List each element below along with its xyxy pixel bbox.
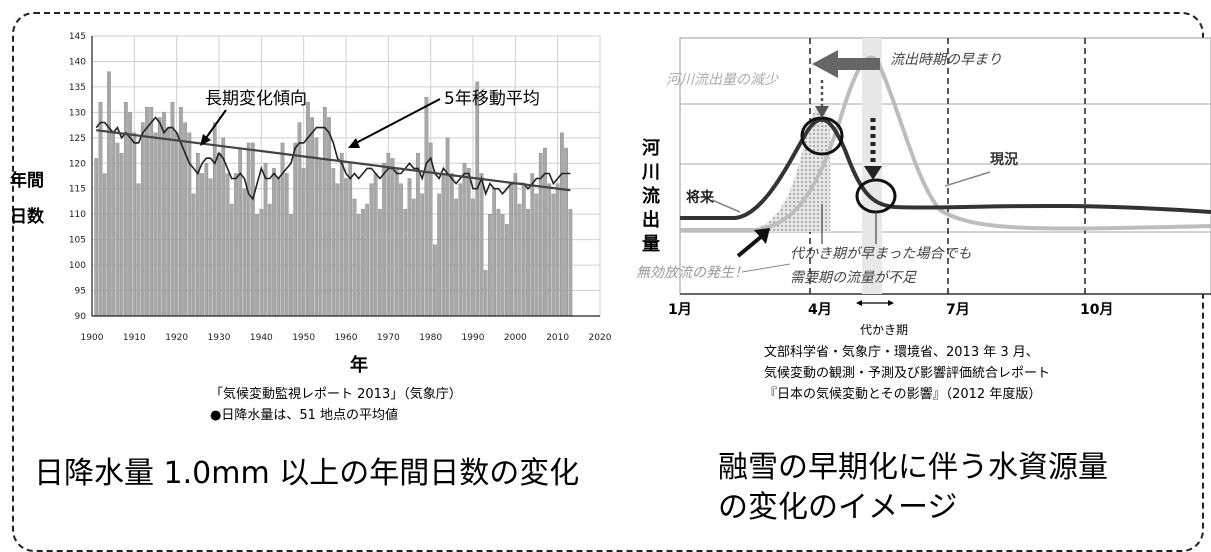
y-axis-label-line1: 年間: [10, 171, 44, 191]
earlier-runoff-arrow: [812, 50, 880, 78]
y-tick-label: 90: [75, 312, 87, 322]
runoff-y-label-char: 量: [642, 233, 660, 255]
x-tick-label: 1950: [292, 333, 315, 343]
runoff-y-label-char: 河: [642, 138, 660, 159]
runoff-plot-area: [679, 37, 1211, 295]
y-tick-label: 100: [69, 261, 86, 271]
runoff-y-label-char: 川: [641, 162, 660, 183]
x-tick-label: 2000: [504, 333, 527, 343]
early-puddling-annotation-2: 需要期の流量が不足: [790, 270, 917, 286]
right-source-line-3: 『日本の気候変動とその影響』（2012 年度版）: [764, 387, 1042, 402]
month-tick-label: 7月: [946, 302, 970, 318]
y-tick-label: 105: [69, 236, 86, 246]
y-tick-label: 140: [69, 57, 86, 67]
y-tick-label: 135: [69, 83, 86, 93]
y-tick-label: 110: [69, 210, 86, 220]
y-tick-label: 95: [75, 287, 86, 297]
flow-decrease-arrow: [864, 166, 882, 180]
x-tick-label: 1940: [250, 333, 273, 343]
puddling-period-label: 代かき期: [860, 323, 908, 337]
y-tick-label: 145: [69, 32, 86, 42]
earlier-runoff-annotation: 流出時期の早まり: [890, 52, 1002, 68]
runoff-y-label-char: 流: [642, 185, 660, 207]
runoff-y-label-char: 出: [642, 209, 660, 231]
x-tick-label: 1970: [377, 333, 400, 343]
source-line-2: ●日降水量は、51 地点の平均値: [210, 408, 399, 423]
source-line-1: 「気候変動監視レポート 2013」（気象庁）: [210, 387, 462, 402]
x-tick-label: 1990: [462, 333, 485, 343]
month-tick-label: 10月: [1080, 302, 1113, 318]
x-axis-label: 年: [350, 355, 368, 376]
future-series-label: 将来: [686, 189, 715, 206]
moving-average-annotation: 5年移動平均: [444, 89, 540, 109]
early-puddling-annotation-1: 代かき期が早まった場合でも: [790, 246, 971, 262]
right-source-line-1: 文部科学省・気象庁・環境省、2013 年 3 月、: [764, 345, 1039, 360]
y-tick-label: 115: [69, 185, 86, 195]
invalid-discharge-area: [680, 106, 830, 232]
left-caption: 日降水量 1.0mm 以上の年間日数の変化: [34, 456, 580, 491]
current-runoff-line: [680, 55, 1211, 232]
x-tick-label: 1960: [335, 333, 358, 343]
x-tick-label: 2020: [589, 333, 612, 343]
x-tick-label: 1900: [81, 333, 104, 343]
current-series-label: 現況: [990, 151, 1018, 168]
month-tick-label: 1月: [668, 302, 692, 318]
future-runoff-line: [680, 117, 1211, 220]
x-tick-label: 1920: [165, 333, 188, 343]
precipitation-days-chart: 90 95 100 105 110 115 120 125 130 135 140 145 1900 19…: [69, 32, 612, 343]
right-caption-line-1: 融雪の早期化に伴う水資源量: [718, 450, 1108, 485]
x-tick-label: 2010: [546, 333, 569, 343]
y-tick-label: 125: [69, 134, 86, 144]
y-tick-label: 120: [69, 159, 86, 169]
x-tick-label: 1980: [419, 333, 442, 343]
y-tick-label: 130: [69, 108, 86, 118]
right-caption-line-2: の変化のイメージ: [718, 490, 958, 525]
x-tick-label: 1930: [208, 333, 231, 343]
trend-line: [96, 129, 571, 192]
runoff-decrease-annotation: 河川流出量の減少: [666, 72, 779, 88]
invalid-discharge-annotation: 無効放流の発生！: [636, 265, 748, 281]
x-tick-label: 1910: [123, 333, 146, 343]
y-axis-label-line2: 日数: [10, 207, 44, 227]
moving-average-line: [95, 116, 571, 201]
month-tick-label: 4月: [808, 302, 832, 318]
right-source-line-2: 気候変動の観測・予測及び影響評価統合レポート: [764, 366, 1051, 381]
trend-annotation: 長期変化傾向: [205, 89, 307, 109]
invalid-discharge-arrow: [736, 234, 764, 258]
